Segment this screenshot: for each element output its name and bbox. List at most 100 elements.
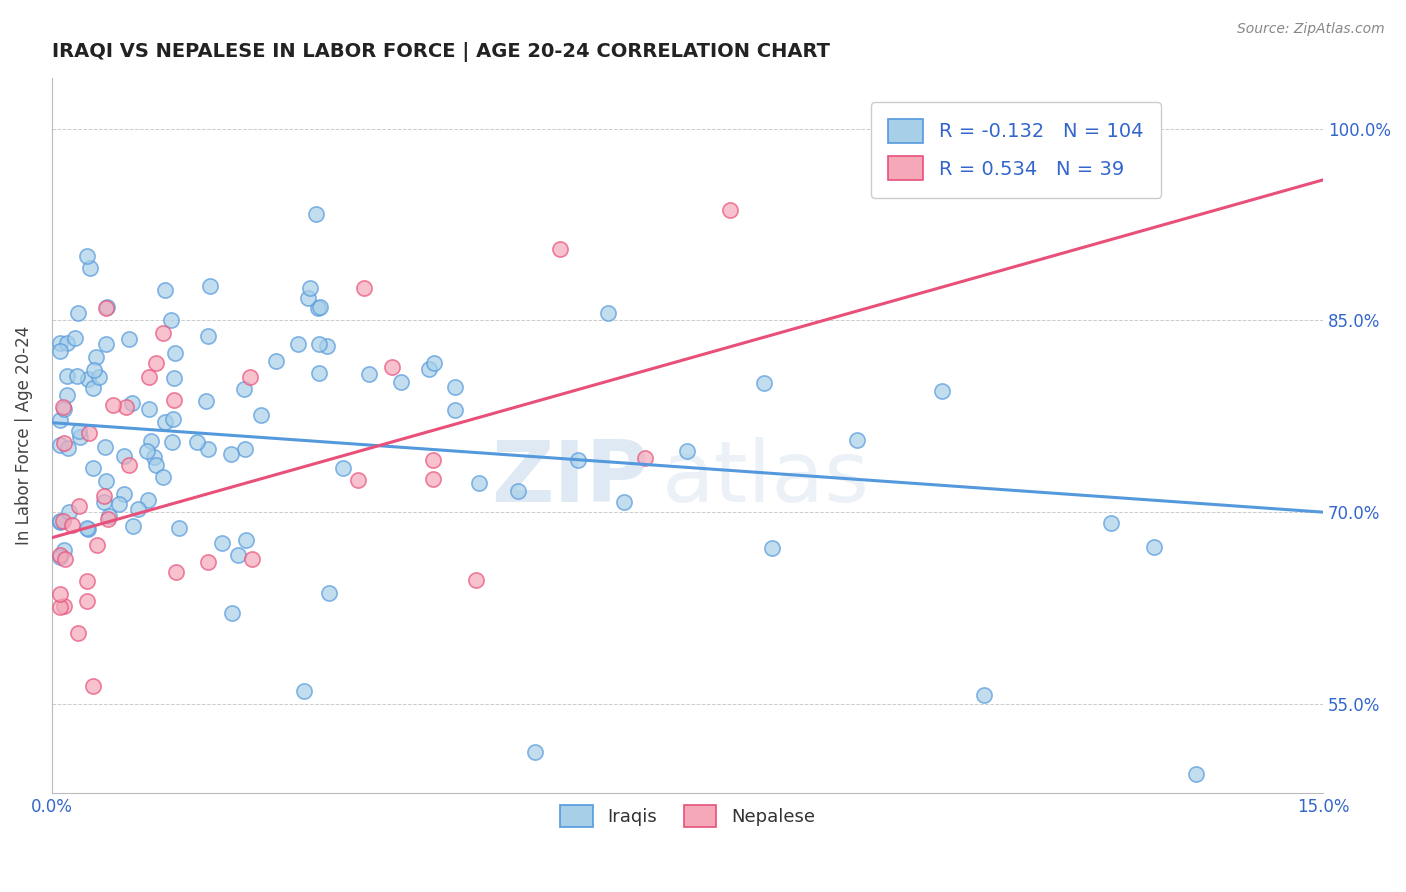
- Point: [69, 430, 91, 444]
- Point: [846, 433, 869, 447]
- Point: [79, 260, 101, 275]
- Point: [357, 367, 380, 381]
- Point: [97, 508, 120, 523]
- Point: [142, 450, 165, 464]
- Point: [444, 402, 467, 417]
- Point: [197, 329, 219, 343]
- Point: [155, 283, 177, 297]
- Point: [506, 483, 529, 498]
- Point: [93, 489, 115, 503]
- Point: [186, 434, 208, 449]
- Text: atlas: atlas: [662, 437, 870, 520]
- Point: [77, 425, 100, 440]
- Point: [76, 521, 98, 535]
- Point: [165, 345, 187, 359]
- Point: [152, 470, 174, 484]
- Point: [250, 408, 273, 422]
- Point: [112, 487, 135, 501]
- Point: [292, 684, 315, 698]
- Point: [52, 435, 75, 450]
- Point: [754, 376, 776, 390]
- Point: [718, 202, 741, 217]
- Point: [77, 372, 100, 386]
- Point: [307, 301, 329, 315]
- Point: [315, 339, 337, 353]
- Point: [613, 494, 636, 508]
- Point: [67, 424, 90, 438]
- Point: [318, 586, 340, 600]
- Point: [422, 472, 444, 486]
- Point: [76, 574, 98, 588]
- Legend: Iraqis, Nepalese: Iraqis, Nepalese: [553, 798, 823, 834]
- Point: [524, 745, 547, 759]
- Point: [115, 400, 138, 414]
- Point: [87, 369, 110, 384]
- Point: [1142, 540, 1164, 554]
- Point: [239, 369, 262, 384]
- Point: [52, 401, 75, 415]
- Point: [53, 542, 76, 557]
- Point: [567, 452, 589, 467]
- Point: [77, 523, 100, 537]
- Point: [973, 688, 995, 702]
- Point: [444, 380, 467, 394]
- Point: [127, 502, 149, 516]
- Point: [67, 626, 90, 640]
- Point: [49, 587, 72, 601]
- Point: [198, 279, 221, 293]
- Point: [634, 450, 657, 465]
- Point: [332, 461, 354, 475]
- Point: [118, 458, 141, 473]
- Point: [389, 375, 412, 389]
- Point: [676, 444, 699, 458]
- Point: [103, 398, 125, 412]
- Point: [56, 336, 79, 351]
- Point: [97, 512, 120, 526]
- Point: [82, 381, 104, 395]
- Point: [304, 207, 326, 221]
- Point: [297, 291, 319, 305]
- Point: [468, 475, 491, 490]
- Point: [49, 336, 72, 351]
- Point: [82, 461, 104, 475]
- Point: [56, 369, 79, 384]
- Point: [83, 363, 105, 377]
- Point: [152, 326, 174, 340]
- Point: [308, 366, 330, 380]
- Point: [49, 438, 72, 452]
- Point: [299, 281, 322, 295]
- Point: [121, 396, 143, 410]
- Point: [233, 442, 256, 456]
- Point: [55, 388, 77, 402]
- Point: [353, 281, 375, 295]
- Point: [381, 359, 404, 374]
- Point: [211, 536, 233, 550]
- Point: [58, 442, 80, 456]
- Point: [49, 514, 72, 528]
- Point: [347, 473, 370, 487]
- Point: [139, 434, 162, 448]
- Point: [167, 521, 190, 535]
- Point: [423, 356, 446, 370]
- Point: [94, 474, 117, 488]
- Point: [136, 444, 159, 458]
- Point: [49, 515, 72, 529]
- Point: [309, 300, 332, 314]
- Point: [76, 593, 98, 607]
- Point: [264, 353, 287, 368]
- Point: [94, 336, 117, 351]
- Point: [117, 332, 139, 346]
- Point: [76, 250, 98, 264]
- Point: [232, 383, 254, 397]
- Point: [49, 343, 72, 358]
- Point: [197, 442, 219, 456]
- Text: IRAQI VS NEPALESE IN LABOR FORCE | AGE 20-24 CORRELATION CHART: IRAQI VS NEPALESE IN LABOR FORCE | AGE 2…: [52, 42, 830, 62]
- Point: [931, 384, 953, 398]
- Point: [165, 566, 187, 580]
- Point: [49, 599, 72, 614]
- Point: [112, 449, 135, 463]
- Point: [235, 533, 257, 547]
- Point: [240, 551, 263, 566]
- Point: [1185, 767, 1208, 781]
- Point: [418, 361, 440, 376]
